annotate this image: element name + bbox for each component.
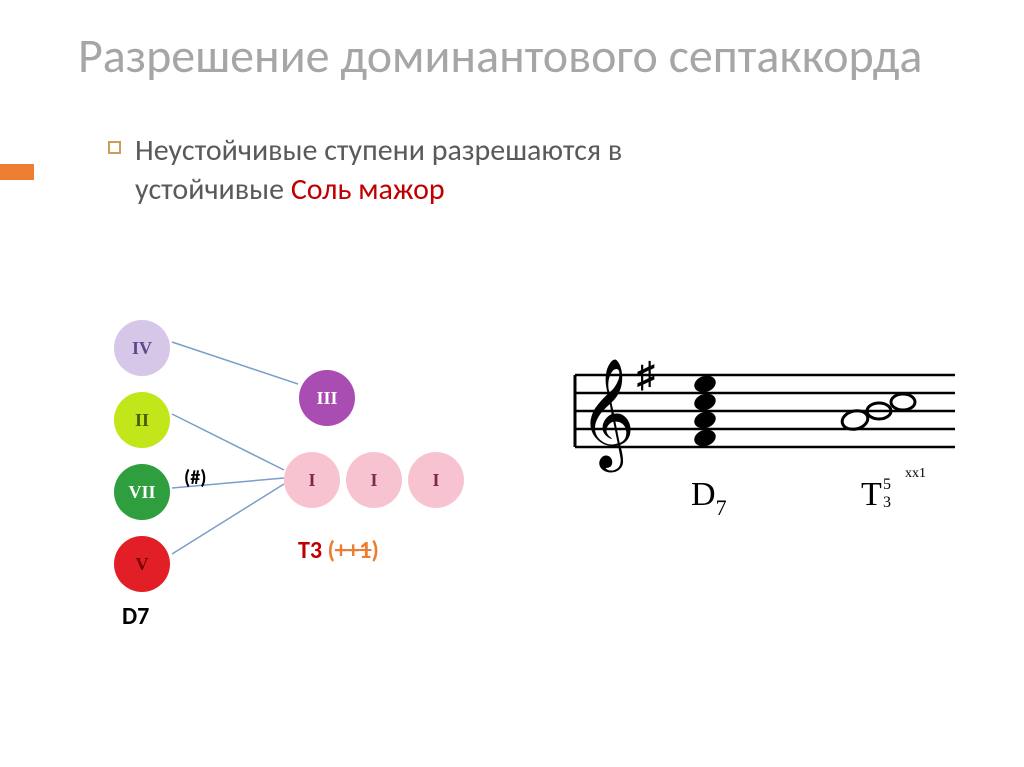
tonic-notation-label: T 5 3 xx1 xyxy=(861,466,926,513)
degree-circle-iii: III xyxy=(299,370,355,426)
svg-text:5: 5 xyxy=(883,476,891,493)
degree-circle-vii: VII xyxy=(114,464,170,520)
resolution-diagram: IVIIVIIVIIIIII (#) D7 Т3 (++1) xyxy=(84,320,524,660)
tonic-chord xyxy=(840,394,915,432)
degree-circle-v: V xyxy=(114,536,170,592)
d7-label: D7 xyxy=(122,602,149,631)
key-sharp-icon: ♯ xyxy=(637,355,655,395)
degree-circle-i: I xyxy=(284,452,340,508)
accent-bar xyxy=(0,164,34,180)
body-text-block: Неустойчивые ступени разрешаются в устой… xyxy=(0,113,1024,209)
svg-text:xx1: xx1 xyxy=(905,466,926,481)
body-line2-plain: устойчивые xyxy=(135,171,291,208)
body-line1: Неустойчивые ступени разрешаются в xyxy=(135,132,622,169)
degree-circle-i: I xyxy=(408,452,464,508)
sharp-label: (#) xyxy=(184,466,206,490)
degree-circle-iv: IV xyxy=(114,320,170,376)
treble-clef-icon: 𝄞 xyxy=(579,360,635,473)
t3-label: Т3 (++1) xyxy=(298,536,379,565)
svg-text:3: 3 xyxy=(883,494,891,511)
d7-notation-label: D7 xyxy=(691,476,727,520)
bullet-icon xyxy=(108,141,121,154)
degree-circle-i: I xyxy=(346,452,402,508)
slide-title: Разрешение доминантового септаккорда xyxy=(78,28,1024,83)
music-notation: 𝄞 ♯ D7 T 5 3 xx1 xyxy=(565,345,965,565)
svg-text:T: T xyxy=(861,476,882,513)
degree-circle-ii: II xyxy=(114,392,170,448)
body-line2-emph: Соль мажор xyxy=(291,171,445,208)
